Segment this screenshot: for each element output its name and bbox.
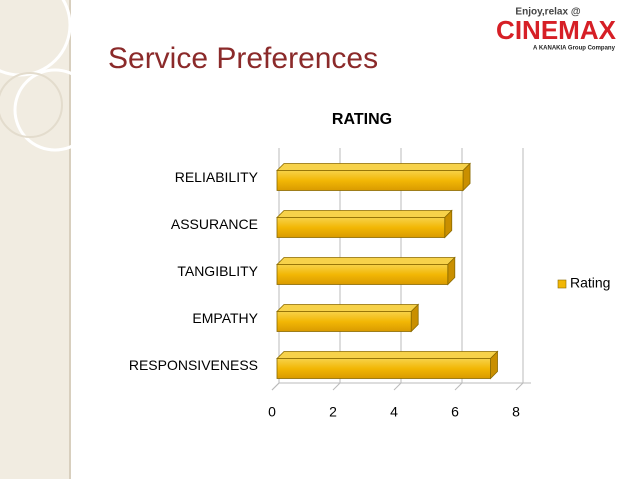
bar bbox=[276, 162, 472, 192]
x-tick-label: 8 bbox=[512, 404, 520, 420]
y-tick-label: ASSURANCE bbox=[171, 216, 258, 232]
bar-top bbox=[276, 163, 472, 171]
y-tick-label: RESPONSIVENESS bbox=[129, 357, 258, 373]
x-tick-label: 0 bbox=[268, 404, 276, 420]
x-tick-label: 6 bbox=[451, 404, 459, 420]
y-tick-label: EMPATHY bbox=[192, 310, 258, 326]
bar-front bbox=[276, 358, 491, 379]
legend-label: Rating bbox=[570, 275, 610, 291]
y-tick-label: TANGIBLITY bbox=[177, 263, 258, 279]
chart: 0 2 4 6 8 RELIABILITY ASSURANCE TANGIBLITY EMPAT… bbox=[129, 148, 610, 420]
bar-top bbox=[276, 304, 420, 312]
bar-front bbox=[276, 311, 412, 332]
x-tick-label: 4 bbox=[390, 404, 398, 420]
bar bbox=[276, 303, 420, 333]
legend-swatch bbox=[557, 279, 567, 289]
grid-line bbox=[515, 148, 524, 391]
bar-front bbox=[276, 170, 464, 191]
bar-front bbox=[276, 264, 449, 285]
bar-top bbox=[276, 351, 499, 359]
bar-top bbox=[276, 257, 456, 265]
chart-title: RATING bbox=[332, 111, 392, 128]
bar-front bbox=[276, 217, 446, 238]
logo-tagline: Enjoy,relax @ bbox=[515, 7, 580, 18]
y-tick-label: RELIABILITY bbox=[175, 169, 259, 185]
logo-brand: CINEMAX bbox=[496, 15, 617, 45]
x-tick-label: 2 bbox=[329, 404, 337, 420]
logo-subtitle: A KANAKIA Group Company bbox=[533, 46, 616, 52]
grid-line bbox=[454, 148, 463, 391]
bar bbox=[276, 256, 456, 286]
bar bbox=[276, 209, 453, 239]
bar bbox=[276, 350, 499, 380]
side-decoration bbox=[0, 0, 97, 479]
slide-title: Service Preferences bbox=[108, 42, 378, 75]
logo: Enjoy,relax @ CINEMAX A KANAKIA Group Co… bbox=[496, 7, 617, 52]
bar-top bbox=[276, 210, 453, 218]
